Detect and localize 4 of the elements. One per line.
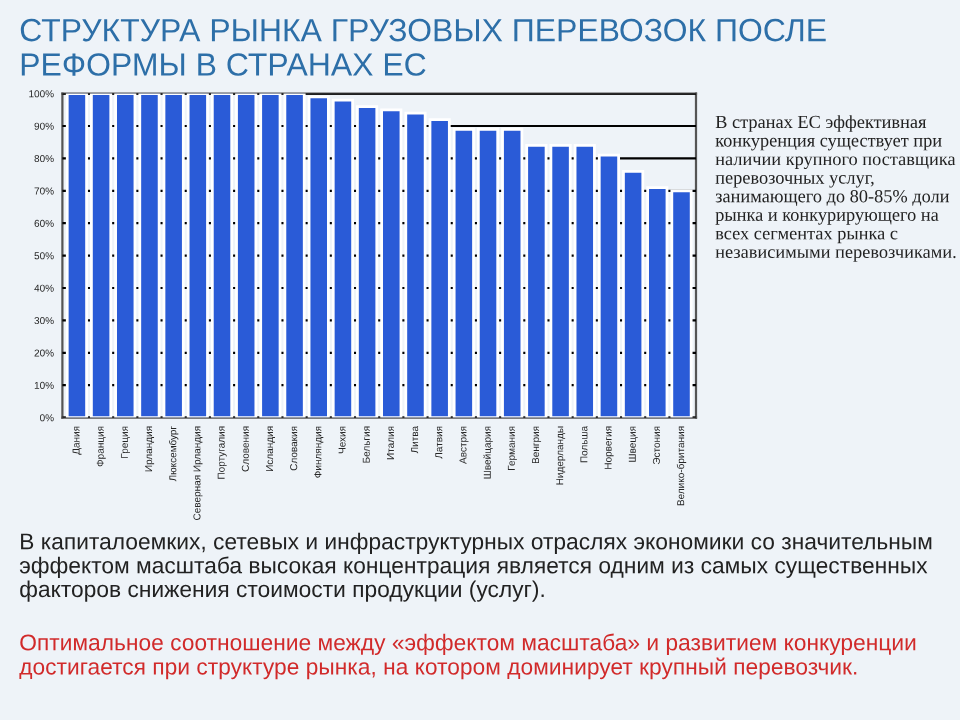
text: В странах ЕС эффективная конкуренция существует при наличии крупного поставщика перевозочных услуг, занимающего до 80-85% доли рынка и конкурирующего на всех сегментах рынка с независимыми перевозчиками. [715,115,956,262]
text: В капиталоемких, сетевых и инфраструктурных отраслях экономики со значительным эффектом масштаба высокая концентрация является одним из самых существенных факторов снижения стоимости продукции (услуг). [19,532,932,602]
text: Оптимальное соотношение между «эффектом масштаба» и развитием конкуренции достигается при структуре рынка, на котором доминирует крупный перевозчик. [19,633,916,680]
chart-title: СТРУКТУРА РЫНКА ГРУЗОВЫХ ПЕРЕВОЗОК ПОСЛЕ РЕФОРМЫ В СТРАНАХ ЕС [20,18,826,76]
